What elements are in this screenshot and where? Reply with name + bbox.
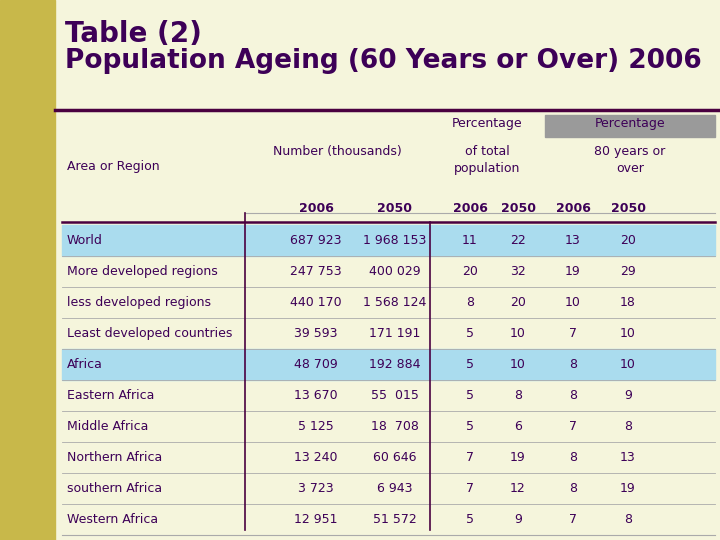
Text: 20: 20 bbox=[462, 265, 478, 278]
Text: 12 951: 12 951 bbox=[294, 513, 338, 526]
Text: 8: 8 bbox=[466, 296, 474, 309]
Text: 8: 8 bbox=[569, 451, 577, 464]
Text: 3 723: 3 723 bbox=[298, 482, 334, 495]
Text: southern Africa: southern Africa bbox=[67, 482, 162, 495]
Text: 8: 8 bbox=[569, 482, 577, 495]
Text: Northern Africa: Northern Africa bbox=[67, 451, 162, 464]
Text: 10: 10 bbox=[510, 327, 526, 340]
Text: 2006: 2006 bbox=[453, 202, 487, 215]
Text: 13: 13 bbox=[565, 234, 581, 247]
Text: 2050: 2050 bbox=[611, 202, 646, 215]
Text: 7: 7 bbox=[569, 513, 577, 526]
Text: World: World bbox=[67, 234, 103, 247]
Text: 2006: 2006 bbox=[556, 202, 590, 215]
Text: Table (2): Table (2) bbox=[65, 20, 202, 48]
Text: 8: 8 bbox=[514, 389, 522, 402]
Text: 192 884: 192 884 bbox=[369, 358, 420, 371]
Text: 1 568 124: 1 568 124 bbox=[364, 296, 427, 309]
Text: 80 years or
over: 80 years or over bbox=[595, 145, 665, 175]
Text: 6: 6 bbox=[514, 420, 522, 433]
Text: 400 029: 400 029 bbox=[369, 265, 420, 278]
Text: less developed regions: less developed regions bbox=[67, 296, 211, 309]
Text: 5: 5 bbox=[466, 327, 474, 340]
Text: 51 572: 51 572 bbox=[373, 513, 417, 526]
Text: 9: 9 bbox=[514, 513, 522, 526]
Text: 20: 20 bbox=[620, 234, 636, 247]
Text: 7: 7 bbox=[569, 420, 577, 433]
Text: 8: 8 bbox=[624, 420, 632, 433]
Text: 60 646: 60 646 bbox=[373, 451, 417, 464]
Text: 2050: 2050 bbox=[500, 202, 536, 215]
Text: 2050: 2050 bbox=[377, 202, 413, 215]
Text: 20: 20 bbox=[510, 296, 526, 309]
Bar bbox=[62, 225, 715, 256]
Text: 12: 12 bbox=[510, 482, 526, 495]
Bar bbox=[545, 115, 715, 137]
Text: Western Africa: Western Africa bbox=[67, 513, 158, 526]
Text: 247 753: 247 753 bbox=[290, 265, 342, 278]
Text: Percentage: Percentage bbox=[595, 117, 665, 130]
Text: 13 240: 13 240 bbox=[294, 451, 338, 464]
Text: 8: 8 bbox=[569, 389, 577, 402]
Text: 5 125: 5 125 bbox=[298, 420, 334, 433]
Text: 5: 5 bbox=[466, 513, 474, 526]
Text: 7: 7 bbox=[569, 327, 577, 340]
Text: Middle Africa: Middle Africa bbox=[67, 420, 148, 433]
Text: 18: 18 bbox=[620, 296, 636, 309]
Text: 8: 8 bbox=[624, 513, 632, 526]
Text: 8: 8 bbox=[569, 358, 577, 371]
Text: 13 670: 13 670 bbox=[294, 389, 338, 402]
Text: 10: 10 bbox=[565, 296, 581, 309]
Text: 22: 22 bbox=[510, 234, 526, 247]
Text: Percentage: Percentage bbox=[452, 117, 523, 130]
Text: 171 191: 171 191 bbox=[369, 327, 420, 340]
Text: 7: 7 bbox=[466, 482, 474, 495]
Text: 10: 10 bbox=[620, 358, 636, 371]
Text: 1 968 153: 1 968 153 bbox=[364, 234, 427, 247]
Text: 19: 19 bbox=[620, 482, 636, 495]
Text: 9: 9 bbox=[624, 389, 632, 402]
Text: More developed regions: More developed regions bbox=[67, 265, 217, 278]
Text: 18  708: 18 708 bbox=[371, 420, 419, 433]
Text: 5: 5 bbox=[466, 358, 474, 371]
Text: 19: 19 bbox=[565, 265, 581, 278]
Text: 11: 11 bbox=[462, 234, 478, 247]
Text: 10: 10 bbox=[510, 358, 526, 371]
Text: Area or Region: Area or Region bbox=[67, 160, 160, 173]
Bar bbox=[62, 349, 715, 380]
Text: 13: 13 bbox=[620, 451, 636, 464]
Text: 19: 19 bbox=[510, 451, 526, 464]
Text: Number (thousands): Number (thousands) bbox=[273, 145, 402, 158]
Text: 29: 29 bbox=[620, 265, 636, 278]
Text: 10: 10 bbox=[620, 327, 636, 340]
Text: of total
population: of total population bbox=[454, 145, 521, 175]
Text: 7: 7 bbox=[466, 451, 474, 464]
Text: 5: 5 bbox=[466, 389, 474, 402]
Bar bbox=[0, 0, 55, 540]
Text: 32: 32 bbox=[510, 265, 526, 278]
Text: 6 943: 6 943 bbox=[377, 482, 413, 495]
Text: 48 709: 48 709 bbox=[294, 358, 338, 371]
Text: 2006: 2006 bbox=[299, 202, 333, 215]
Text: 5: 5 bbox=[466, 420, 474, 433]
Text: 55  015: 55 015 bbox=[371, 389, 419, 402]
Text: Eastern Africa: Eastern Africa bbox=[67, 389, 154, 402]
Text: Least developed countries: Least developed countries bbox=[67, 327, 233, 340]
Text: Africa: Africa bbox=[67, 358, 103, 371]
Text: 687 923: 687 923 bbox=[290, 234, 342, 247]
Text: 440 170: 440 170 bbox=[290, 296, 342, 309]
Text: Population Ageing (60 Years or Over) 2006: Population Ageing (60 Years or Over) 200… bbox=[65, 48, 702, 74]
Text: 39 593: 39 593 bbox=[294, 327, 338, 340]
